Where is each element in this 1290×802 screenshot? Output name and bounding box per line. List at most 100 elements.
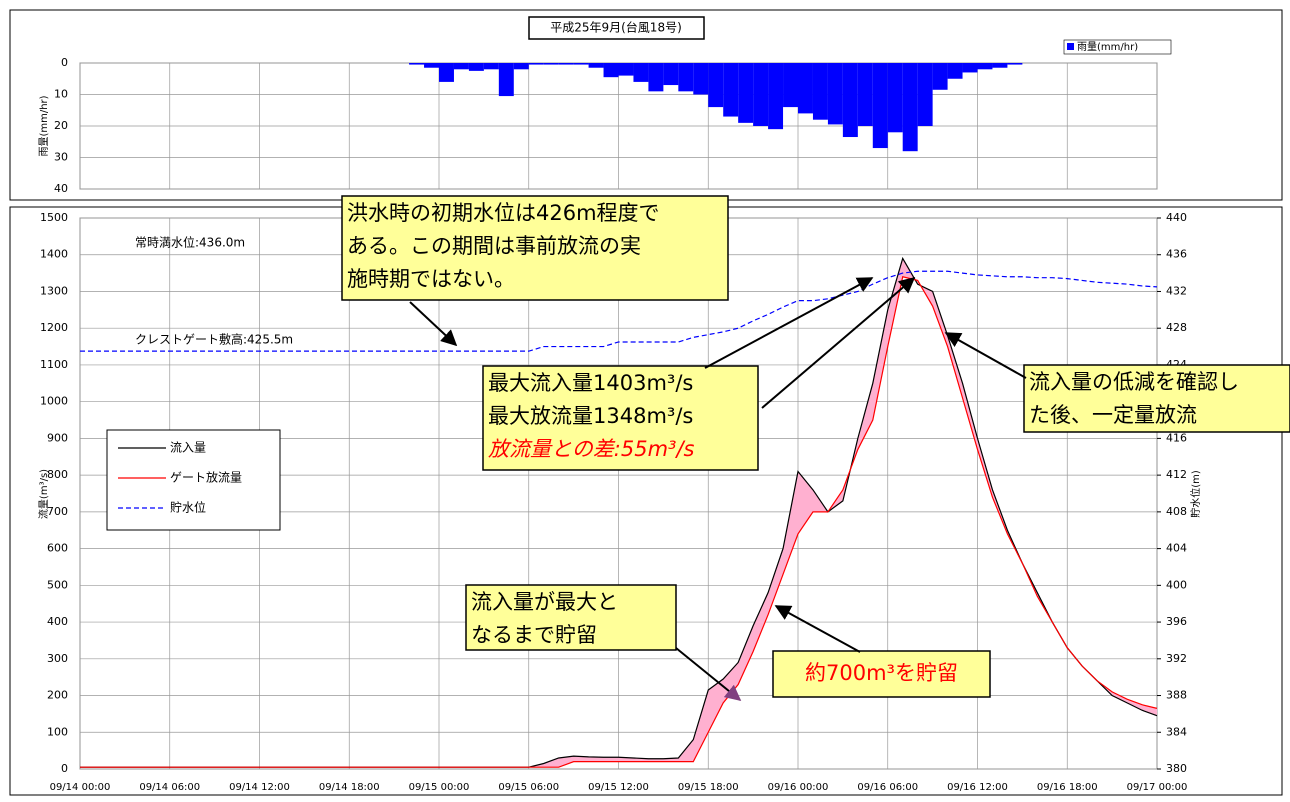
legend-label: 流入量 xyxy=(170,441,206,455)
y-tick-label: 1300 xyxy=(40,284,68,297)
y-tick-label: 600 xyxy=(47,542,68,555)
bar xyxy=(708,63,724,108)
y2-tick-label: 436 xyxy=(1166,248,1187,261)
bar xyxy=(768,63,784,130)
bar xyxy=(453,63,469,70)
y-tick-label: 500 xyxy=(47,578,68,591)
annotation-text: 最大放流量1348m³/s xyxy=(488,404,693,428)
bar xyxy=(753,63,769,126)
bar xyxy=(872,63,888,149)
bar xyxy=(977,63,993,70)
bar xyxy=(439,63,454,82)
bar xyxy=(857,63,873,126)
y2-tick-label: 388 xyxy=(1166,689,1187,702)
bar xyxy=(573,63,589,65)
legend-swatch xyxy=(1067,43,1074,50)
y-tick-label: 40 xyxy=(54,182,68,195)
y2-tick-label: 380 xyxy=(1166,762,1187,775)
bar xyxy=(992,63,1008,68)
level-label: 常時満水位:436.0m xyxy=(135,235,245,250)
arrows xyxy=(409,276,1027,702)
legend-label: ゲート放流量 xyxy=(170,470,242,485)
legend-box xyxy=(106,429,281,531)
annotation-text: 洪水時の初期水位は426m程度で xyxy=(347,201,660,225)
bar xyxy=(723,63,739,117)
annotation-text: 施時期ではない。 xyxy=(347,267,515,291)
x-tick-label: 09/16 12:00 xyxy=(947,782,1008,793)
bar xyxy=(1007,63,1023,65)
x-tick-label: 09/15 18:00 xyxy=(678,782,739,793)
y-tick-label: 200 xyxy=(47,689,68,702)
bar xyxy=(543,63,559,65)
bar xyxy=(783,63,798,108)
annotation-box xyxy=(465,584,677,651)
arrow xyxy=(675,647,742,702)
y-tick-label: 100 xyxy=(47,725,68,738)
bar xyxy=(618,63,634,76)
y-tick-label: 700 xyxy=(47,505,68,518)
bar xyxy=(812,63,828,120)
y-tick-label: 0 xyxy=(61,56,68,69)
bar xyxy=(528,63,544,65)
annotation-box xyxy=(1023,364,1290,433)
y-tick-label: 800 xyxy=(47,468,68,481)
y2-tick-label: 400 xyxy=(1166,578,1187,591)
y-tick-label: 0 xyxy=(61,762,68,775)
y-tick-label: 1000 xyxy=(40,395,68,408)
bar xyxy=(633,63,649,82)
x-tick-label: 09/16 18:00 xyxy=(1037,782,1098,793)
annotation-box xyxy=(482,365,759,471)
legend-label: 貯水位 xyxy=(170,500,206,515)
x-tick-label: 09/16 00:00 xyxy=(768,782,829,793)
y2-tick-label: 412 xyxy=(1166,468,1187,481)
y2-tick-label: 392 xyxy=(1166,652,1187,665)
annotation-text: 約700m³を貯留 xyxy=(805,661,958,685)
bar xyxy=(962,63,978,73)
bar xyxy=(409,63,425,65)
bar xyxy=(603,63,619,78)
x-tick-label: 09/15 12:00 xyxy=(588,782,649,793)
x-tick-label: 09/14 18:00 xyxy=(319,782,380,793)
bar xyxy=(887,63,903,133)
bar xyxy=(693,63,709,95)
legend-label: 雨量(mm/hr) xyxy=(1077,41,1138,53)
bar xyxy=(917,63,933,126)
x-tick-label: 09/17 00:00 xyxy=(1127,782,1188,793)
annotation-text: 最大流入量1403m³/s xyxy=(488,371,693,395)
x-tick-label: 09/15 00:00 xyxy=(409,782,470,793)
annotation-text: 流入量の低減を確認し xyxy=(1029,370,1239,394)
y2-tick-label: 440 xyxy=(1166,211,1187,224)
bar xyxy=(842,63,858,138)
bar xyxy=(678,63,694,92)
y2-tick-label: 408 xyxy=(1166,505,1187,518)
y-tick-label: 300 xyxy=(47,652,68,665)
level-label: クレストゲート敷高:425.5m xyxy=(135,332,293,347)
arrow xyxy=(774,605,861,653)
bar xyxy=(498,63,514,97)
arrow xyxy=(761,276,916,409)
bar xyxy=(902,63,918,152)
y-axis-title: 流量(m³/s) xyxy=(37,469,50,519)
y2-tick-label: 432 xyxy=(1166,284,1187,297)
annotation-text: ある。この期間は事前放流の実 xyxy=(347,234,641,258)
x-tick-label: 09/16 06:00 xyxy=(857,782,918,793)
bar xyxy=(738,63,754,123)
y-tick-label: 20 xyxy=(54,119,68,132)
annotation-box xyxy=(341,195,729,301)
y-tick-label: 1400 xyxy=(40,248,68,261)
bar xyxy=(932,63,948,90)
y-tick-label: 1500 xyxy=(40,211,68,224)
bar xyxy=(798,63,813,114)
annotation-text: なるまで貯留 xyxy=(471,623,597,647)
y2-tick-label: 396 xyxy=(1166,615,1187,628)
y2-tick-label: 404 xyxy=(1166,542,1187,555)
x-tick-label: 09/14 06:00 xyxy=(139,782,200,793)
bar xyxy=(827,63,843,125)
y-tick-label: 400 xyxy=(47,615,68,628)
legend-box xyxy=(1063,39,1172,55)
annotation-box xyxy=(772,650,991,698)
bar xyxy=(648,63,664,92)
y-tick-label: 900 xyxy=(47,431,68,444)
y-axis-title: 雨量(mm/hr) xyxy=(38,95,50,156)
y2-tick-label: 416 xyxy=(1166,431,1187,444)
